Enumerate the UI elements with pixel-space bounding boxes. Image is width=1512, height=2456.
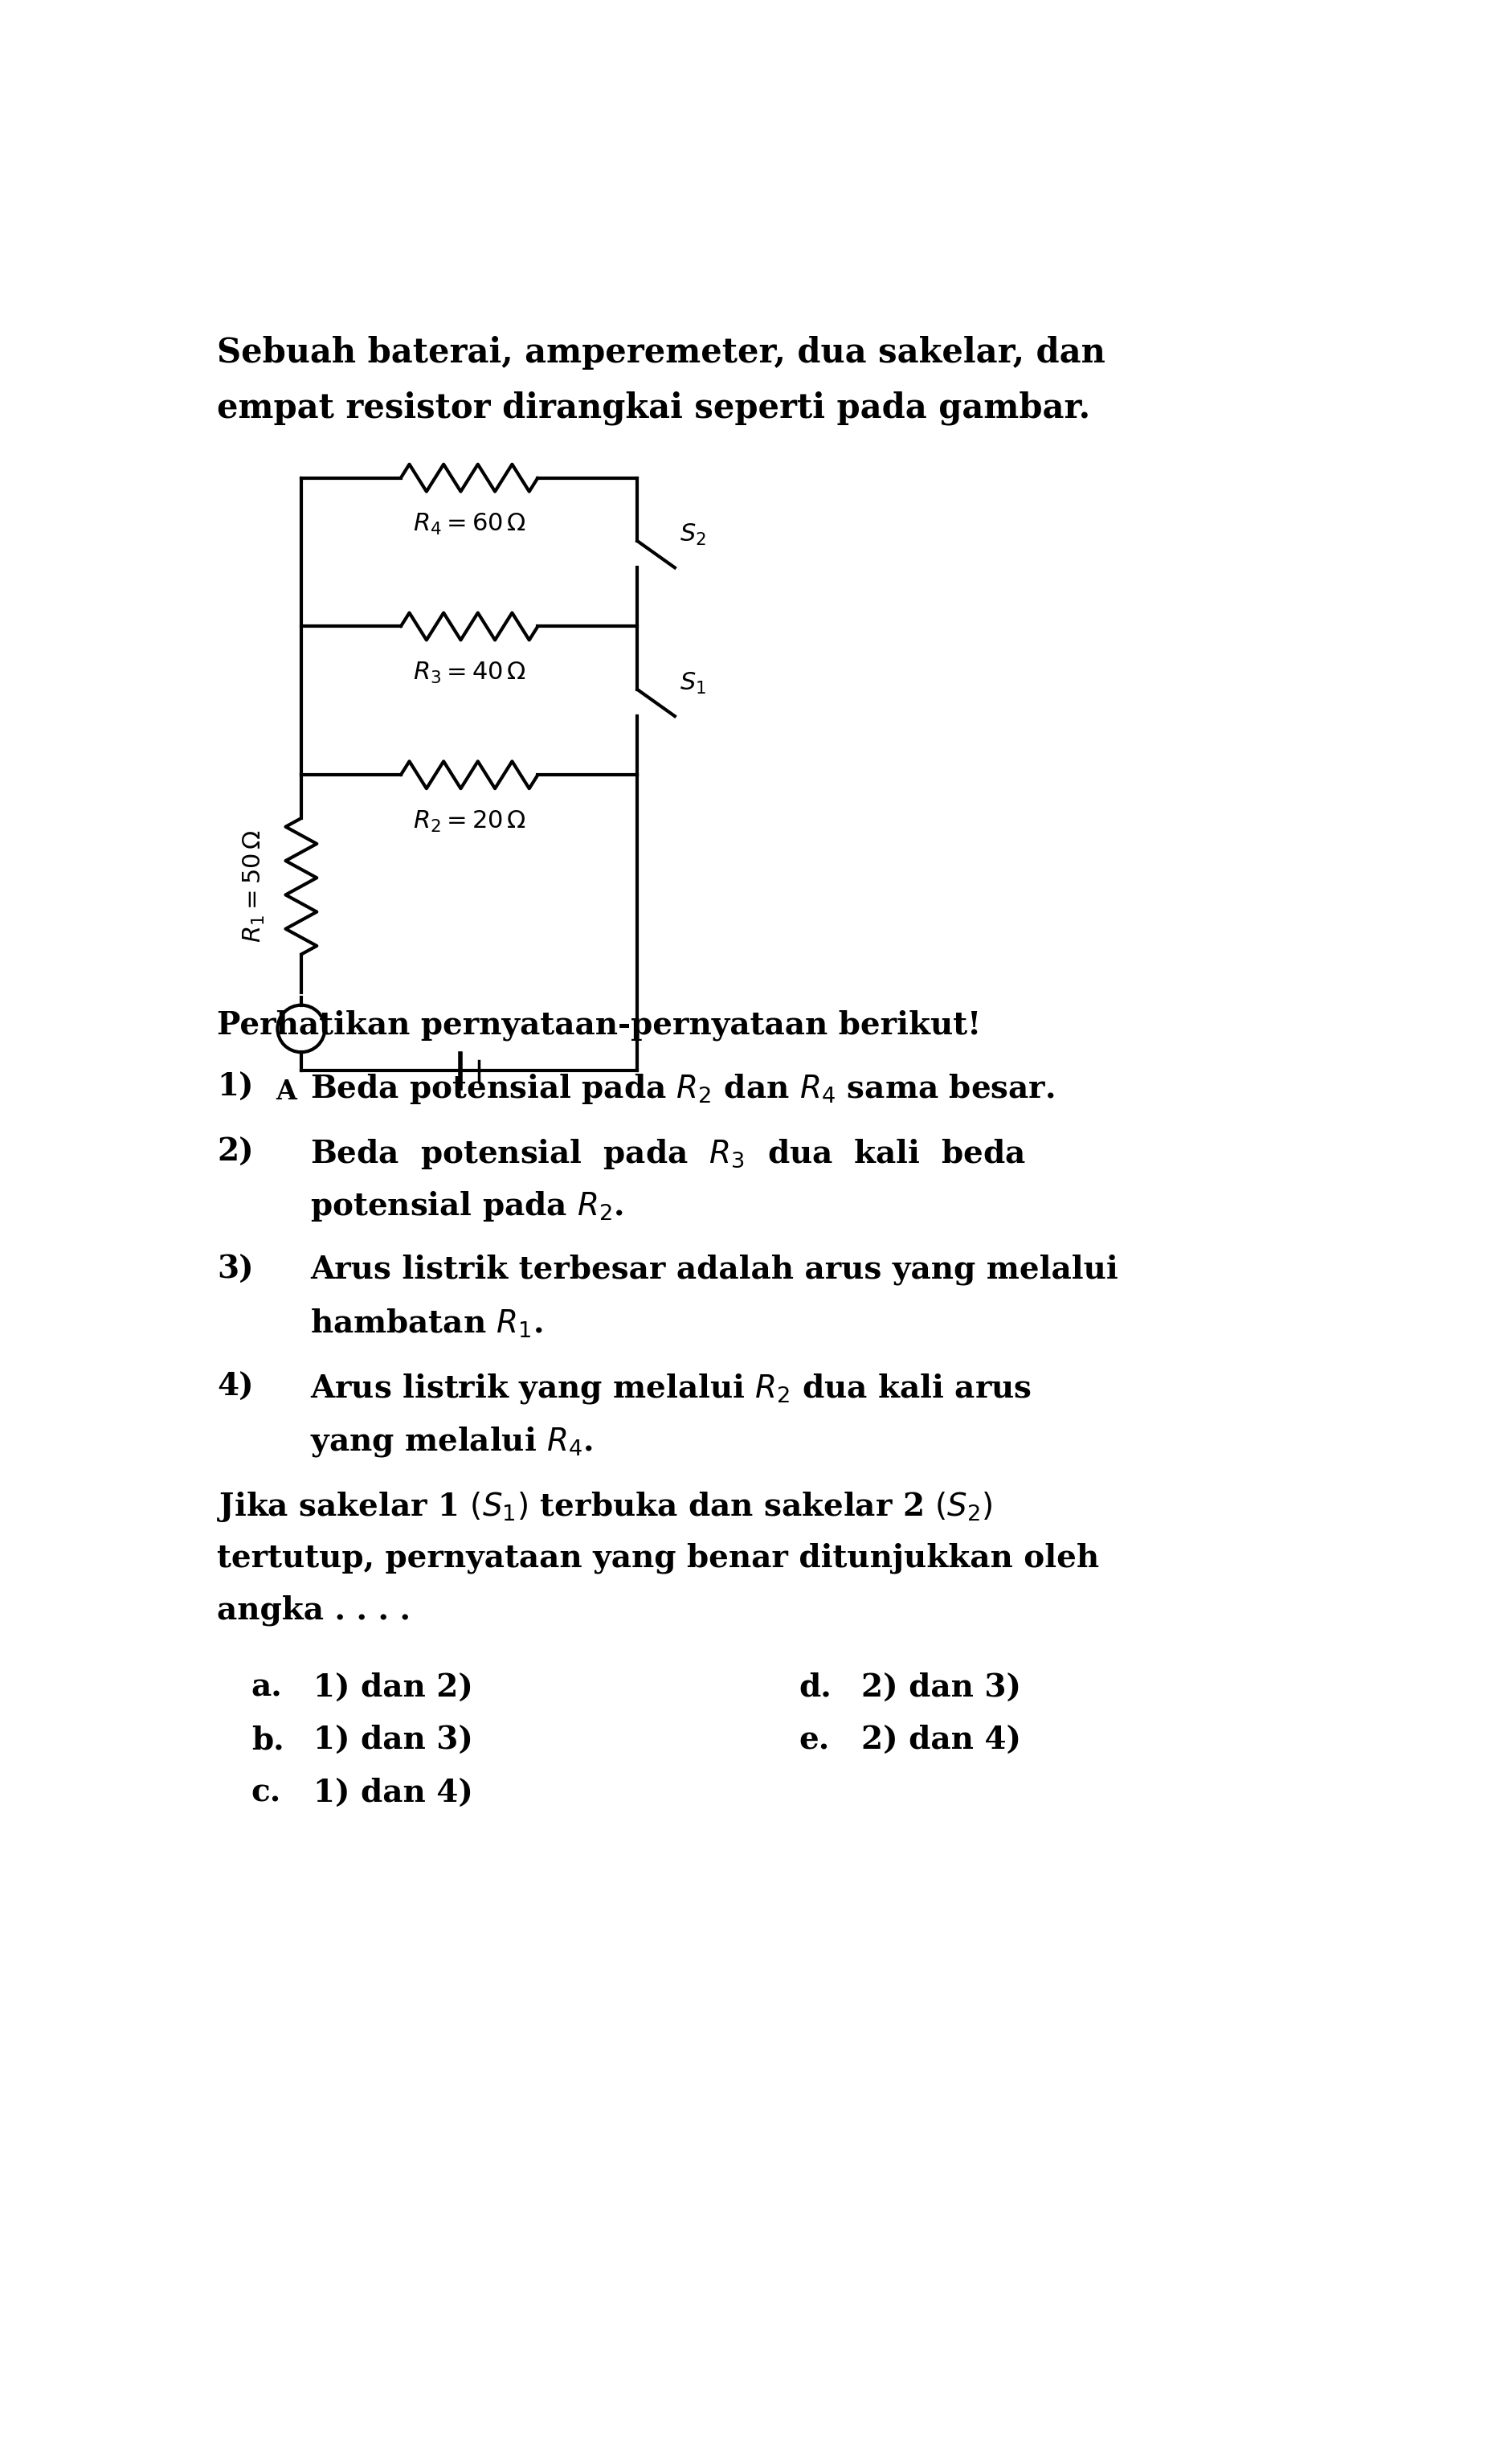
Text: 4): 4) — [218, 1373, 254, 1402]
Text: 2) dan 3): 2) dan 3) — [862, 1673, 1021, 1702]
Text: Perhatikan pernyataan-pernyataan berikut!: Perhatikan pernyataan-pernyataan berikut… — [218, 1009, 981, 1041]
Text: Sebuah baterai, amperemeter, dua sakelar, dan: Sebuah baterai, amperemeter, dua sakelar… — [218, 336, 1105, 368]
Text: tertutup, pernyataan yang benar ditunjukkan oleh: tertutup, pernyataan yang benar ditunjuk… — [218, 1542, 1099, 1574]
Text: hambatan $R_1$.: hambatan $R_1$. — [310, 1307, 543, 1339]
Text: d.: d. — [798, 1673, 832, 1702]
Text: 1): 1) — [218, 1071, 254, 1103]
Text: $S_1$: $S_1$ — [679, 670, 706, 695]
Text: a.: a. — [251, 1673, 283, 1702]
Text: $R_4 = 60\,\Omega$: $R_4 = 60\,\Omega$ — [413, 511, 526, 538]
Text: A: A — [275, 1078, 296, 1105]
Text: $R_1 = 50\,\Omega$: $R_1 = 50\,\Omega$ — [242, 830, 266, 943]
Text: $S_2$: $S_2$ — [679, 523, 706, 548]
Text: Jika sakelar 1 $(S_1)$ terbuka dan sakelar 2 $(S_2)$: Jika sakelar 1 $(S_1)$ terbuka dan sakel… — [218, 1491, 992, 1523]
Text: yang melalui $R_4$.: yang melalui $R_4$. — [310, 1424, 593, 1459]
Text: 1) dan 2): 1) dan 2) — [313, 1673, 473, 1702]
Text: 1) dan 3): 1) dan 3) — [313, 1724, 473, 1756]
Text: 3): 3) — [218, 1255, 254, 1284]
Text: empat resistor dirangkai seperti pada gambar.: empat resistor dirangkai seperti pada ga… — [218, 391, 1090, 425]
Text: Beda potensial pada $R_2$ dan $R_4$ sama besar.: Beda potensial pada $R_2$ dan $R_4$ sama… — [310, 1071, 1054, 1105]
Text: 2): 2) — [218, 1137, 254, 1167]
Text: $R_3 = 40\,\Omega$: $R_3 = 40\,\Omega$ — [413, 661, 526, 685]
Text: c.: c. — [251, 1778, 281, 1808]
Text: Arus listrik terbesar adalah arus yang melalui: Arus listrik terbesar adalah arus yang m… — [310, 1255, 1117, 1284]
Text: b.: b. — [251, 1724, 284, 1756]
Text: Beda  potensial  pada  $R_3$  dua  kali  beda: Beda potensial pada $R_3$ dua kali beda — [310, 1137, 1025, 1172]
Text: Arus listrik yang melalui $R_2$ dua kali arus: Arus listrik yang melalui $R_2$ dua kali… — [310, 1373, 1031, 1405]
Text: e.: e. — [798, 1724, 830, 1756]
Text: potensial pada $R_2$.: potensial pada $R_2$. — [310, 1189, 623, 1223]
Text: angka . . . .: angka . . . . — [218, 1594, 411, 1626]
Text: $R_2 = 20\,\Omega$: $R_2 = 20\,\Omega$ — [413, 808, 526, 835]
Text: 1) dan 4): 1) dan 4) — [313, 1778, 473, 1808]
Text: 2) dan 4): 2) dan 4) — [862, 1724, 1021, 1756]
